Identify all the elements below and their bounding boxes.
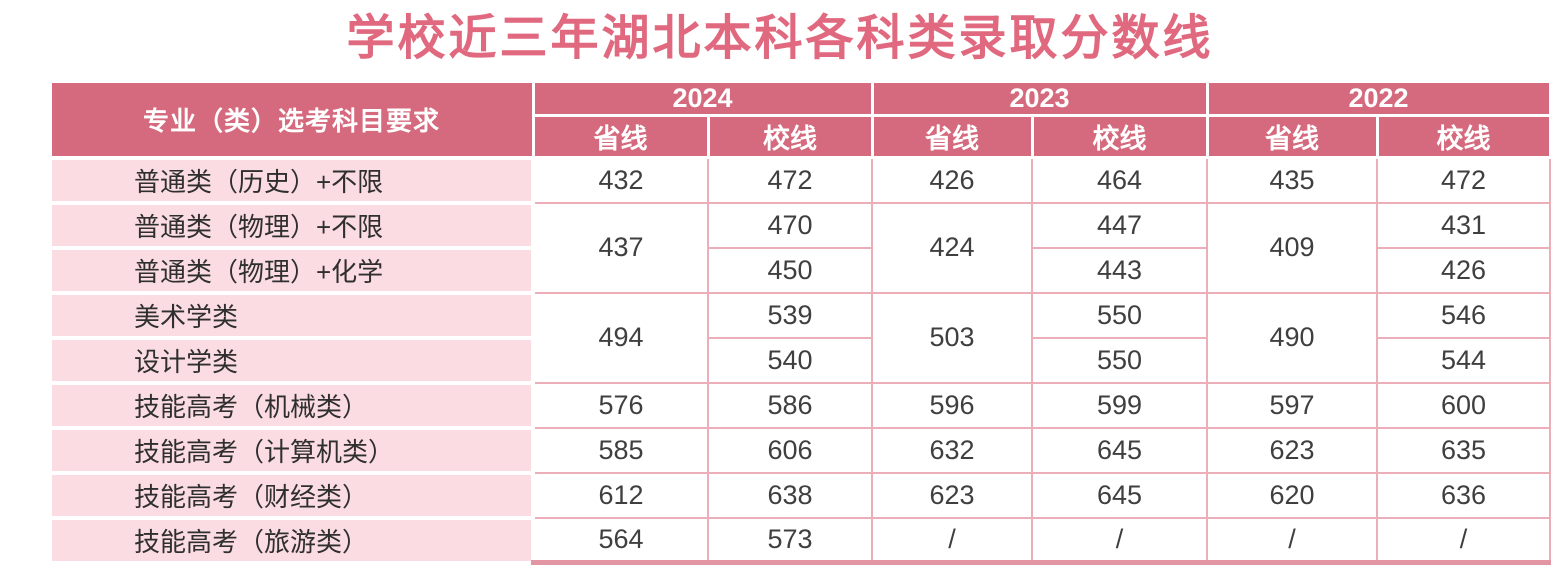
score-cell: /: [1376, 516, 1552, 565]
header-year-row: 专业（类）选考科目要求 2024 2023 2022: [48, 80, 1552, 159]
score-cell: 645: [1031, 471, 1209, 519]
score-cell: 472: [706, 156, 874, 204]
score-cell: 586: [706, 381, 874, 429]
score-cell: 447: [1031, 201, 1209, 249]
row-label: 技能高考（机械类）: [48, 380, 535, 430]
header-sub-row: 省线 校线 省线 校线 省线 校线: [50, 114, 1552, 159]
score-cell: 431: [1376, 201, 1552, 249]
column-header-subject-requirements: 专业（类）选考科目要求: [48, 80, 535, 159]
score-cell: 435: [1206, 156, 1379, 204]
score-cell: 638: [706, 471, 874, 519]
row-label: 普通类（物理）+不限: [48, 200, 535, 250]
table-row: 美术学类 494 539 503 550 490 546: [48, 290, 1552, 384]
table-row: 技能高考（计算机类） 585 606 632 645 623 635: [48, 425, 1552, 475]
column-header-school-line-2023: 校线: [1030, 114, 1209, 159]
score-cell: 464: [1031, 156, 1209, 204]
column-header-province-line-2022: 省线: [1205, 114, 1379, 159]
score-cell: 443: [1031, 246, 1209, 294]
score-cell: 564: [532, 516, 709, 565]
score-cell: 635: [1376, 426, 1552, 474]
score-cell: 576: [532, 381, 709, 429]
score-cell: 599: [1031, 381, 1209, 429]
table-row: 技能高考（财经类） 612 638 623 645 620 636: [48, 470, 1552, 520]
table-row: 技能高考（旅游类） 564 573 / / / /: [48, 515, 1552, 565]
score-cell: 432: [532, 156, 709, 204]
column-header-year-2023: 2023: [870, 80, 1209, 117]
score-cell: 596: [871, 381, 1034, 429]
score-cell-merged: 494: [532, 291, 709, 384]
score-cell: 450: [706, 246, 874, 294]
table-row: 技能高考（机械类） 576 586 596 599 597 600: [48, 380, 1552, 430]
column-header-year-2024: 2024: [531, 80, 874, 117]
score-cell: 539: [706, 291, 874, 339]
score-cell: 472: [1376, 156, 1552, 204]
score-cell: 550: [1031, 336, 1209, 384]
score-cell: /: [1206, 516, 1379, 565]
score-cell: 632: [871, 426, 1034, 474]
score-cell: 426: [1376, 246, 1552, 294]
row-label: 普通类（物理）+化学: [48, 245, 535, 295]
score-cell: 645: [1031, 426, 1209, 474]
table-row: 普通类（物理）+不限 437 470 424 447 409 431: [48, 200, 1552, 294]
table-row: 普通类（物理）+化学 450 443 426: [48, 245, 1552, 295]
table-row: 普通类（历史）+不限 432 472 426 464 435 472: [48, 155, 1552, 205]
score-cell: 623: [1206, 426, 1379, 474]
column-header-school-line-2024: 校线: [706, 114, 874, 159]
score-cell: 597: [1206, 381, 1379, 429]
score-cell: 546: [1376, 291, 1552, 339]
score-cell: /: [1031, 516, 1209, 565]
row-label: 技能高考（计算机类）: [48, 425, 535, 475]
score-cell: 612: [532, 471, 709, 519]
column-header-year-2022: 2022: [1205, 80, 1552, 117]
score-cell-merged: 409: [1206, 201, 1379, 294]
row-label: 技能高考（财经类）: [48, 470, 535, 520]
column-header-province-line-2024: 省线: [531, 114, 710, 159]
score-cell: 573: [706, 516, 874, 565]
row-label: 美术学类: [48, 290, 535, 340]
row-label: 普通类（历史）+不限: [48, 155, 535, 205]
page-title: 学校近三年湖北本科各科类录取分数线: [346, 12, 1214, 65]
score-cell: 636: [1376, 471, 1552, 519]
score-cell: 585: [532, 426, 709, 474]
score-cell-merged: 437: [532, 201, 709, 294]
score-cell: 606: [706, 426, 874, 474]
table-row: 设计学类 540 550 544: [48, 335, 1552, 385]
score-cell: 550: [1031, 291, 1209, 339]
score-cell: 620: [1206, 471, 1379, 519]
column-header-school-line-2022: 校线: [1375, 114, 1552, 159]
row-label: 设计学类: [48, 335, 535, 385]
row-label: 技能高考（旅游类）: [48, 515, 535, 565]
score-cell: /: [871, 516, 1034, 565]
score-cell: 623: [871, 471, 1034, 519]
column-header-province-line-2023: 省线: [870, 114, 1034, 159]
admission-scores-table: 专业（类）选考科目要求 2024 2023 2022 省线 校线 省线 校线 省…: [48, 80, 1552, 565]
score-cell: 600: [1376, 381, 1552, 429]
score-cell: 470: [706, 201, 874, 249]
score-cell: 540: [706, 336, 874, 384]
score-cell-merged: 503: [871, 291, 1034, 384]
score-cell-merged: 490: [1206, 291, 1379, 384]
score-cell: 544: [1376, 336, 1552, 384]
score-cell-merged: 424: [871, 201, 1034, 294]
score-cell: 426: [871, 156, 1034, 204]
